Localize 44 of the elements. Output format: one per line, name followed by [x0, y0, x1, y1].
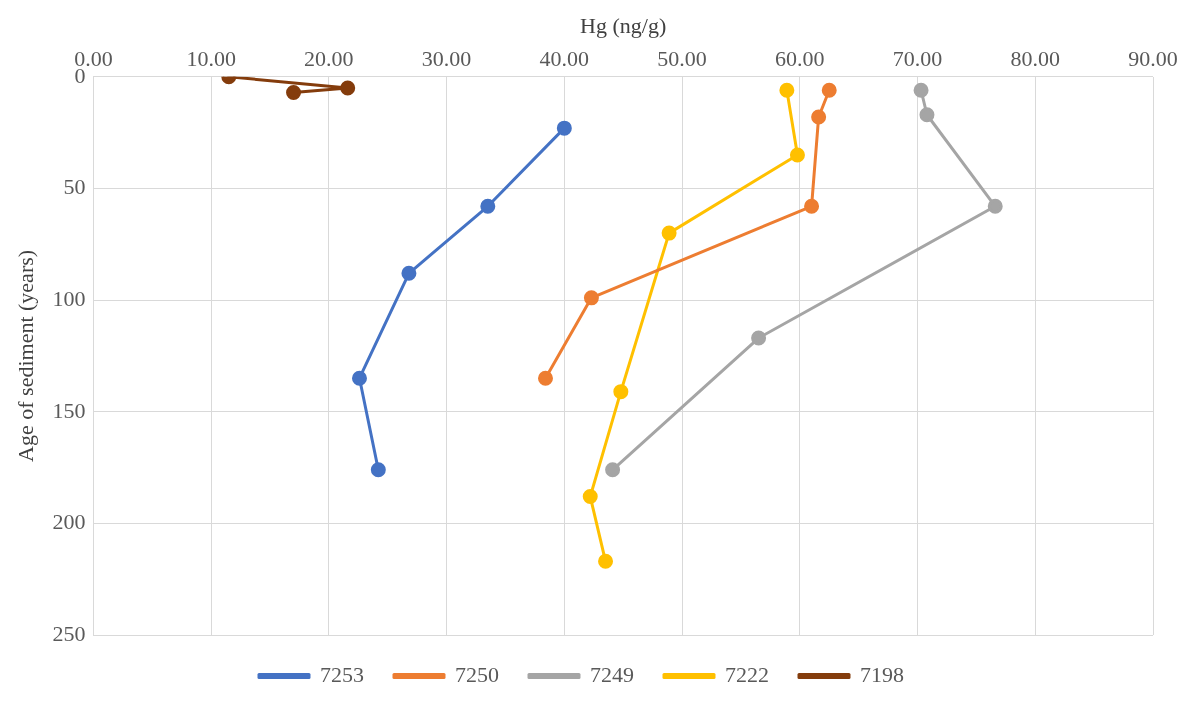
y-tick-label: 100 [52, 285, 86, 311]
legend-label: 7222 [725, 661, 769, 687]
point [340, 80, 356, 96]
point [598, 553, 614, 569]
y-tick-label: 200 [52, 509, 86, 535]
y-tick-label: 250 [52, 620, 86, 646]
x-tick-label: 30.00 [421, 46, 472, 72]
x-tick-label: 80.00 [1010, 46, 1061, 72]
legend-label: 7250 [455, 661, 499, 687]
y-axis-title: Age of sediment (years) [12, 249, 38, 462]
x-tick-label: 90.00 [1128, 46, 1178, 72]
point [919, 107, 935, 123]
x-tick-label: 40.00 [539, 46, 590, 72]
point [821, 82, 837, 98]
legend-label: 7253 [320, 661, 364, 687]
point [811, 109, 827, 125]
point [583, 290, 599, 306]
point [913, 82, 929, 98]
point [401, 265, 417, 281]
point [789, 147, 805, 163]
point [605, 462, 621, 478]
point [370, 462, 386, 478]
x-tick-label: 70.00 [892, 46, 943, 72]
point [351, 370, 367, 386]
point [538, 370, 553, 386]
x-tick-label: 10.00 [186, 46, 236, 72]
x-axis-title: Hg (ng/g) [580, 12, 667, 38]
point [286, 84, 302, 100]
point [987, 198, 1003, 214]
x-tick-label: 50.00 [657, 46, 707, 72]
point [556, 120, 572, 136]
point [582, 489, 598, 505]
legend-label: 7249 [590, 661, 634, 687]
point [480, 198, 496, 214]
x-tick-label: 60.00 [775, 46, 825, 72]
point [751, 330, 767, 346]
point [613, 384, 629, 400]
point [804, 198, 820, 214]
legend-label: 7198 [860, 661, 904, 687]
y-tick-label: 50 [63, 174, 86, 200]
y-tick-label: 150 [52, 397, 86, 423]
x-tick-label: 20.00 [304, 46, 354, 72]
point [661, 225, 677, 241]
point [779, 82, 795, 98]
